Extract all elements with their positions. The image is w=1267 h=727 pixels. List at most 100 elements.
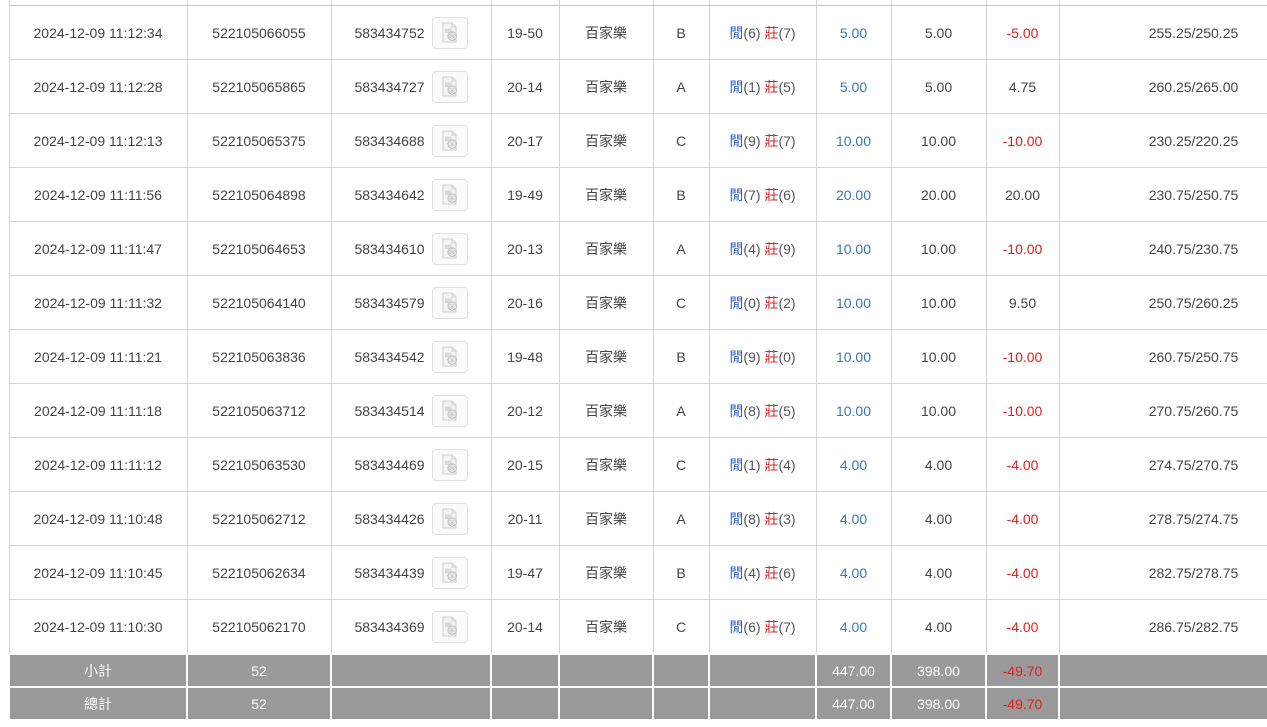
balance-before-after: 286.75/282.75	[1058, 599, 1267, 655]
subtotal-valid-amount: 398.00	[890, 653, 987, 688]
game-result: 閒(8) 莊(3)	[708, 491, 817, 546]
table-code: C	[652, 437, 710, 492]
round-id: 583434542	[354, 348, 425, 365]
game-type: 百家樂	[558, 221, 654, 276]
video-replay-button[interactable]	[431, 340, 468, 373]
game-result: 閒(0) 莊(2)	[708, 275, 817, 330]
game-round: 20-14	[490, 599, 560, 655]
bet-id: 522105062170	[186, 599, 332, 655]
game-type: 百家樂	[558, 167, 654, 222]
win-loss: -10.00	[985, 221, 1060, 276]
video-replay-button[interactable]	[431, 502, 468, 535]
player-label: 閒	[729, 564, 744, 581]
banker-label: 莊	[764, 402, 779, 419]
valid-bet-amount: 4.00	[890, 491, 987, 546]
bet-amount-link[interactable]: 10.00	[815, 221, 892, 276]
valid-bet-amount: 4.00	[890, 545, 987, 600]
video-replay-button[interactable]	[431, 178, 468, 211]
balance-before-after: 255.25/250.25	[1058, 5, 1267, 60]
bet-id: 522105063836	[186, 329, 332, 384]
win-loss: -5.00	[985, 5, 1060, 60]
bet-amount-link[interactable]: 5.00	[815, 5, 892, 60]
video-replay-button[interactable]	[431, 16, 468, 49]
bet-amount-link[interactable]: 4.00	[815, 437, 892, 492]
round-id: 583434688	[354, 132, 425, 149]
bet-amount-link[interactable]: 4.00	[815, 545, 892, 600]
game-round: 20-16	[490, 275, 560, 330]
banker-points: (5)	[778, 78, 796, 95]
bet-amount-link[interactable]: 4.00	[815, 491, 892, 546]
video-replay-button[interactable]	[431, 286, 468, 319]
round-id-cell: 583434542	[330, 329, 492, 384]
player-points: (9)	[743, 348, 761, 365]
video-replay-button[interactable]	[431, 232, 468, 265]
bet-time: 2024-12-09 11:11:56	[8, 167, 188, 222]
game-round: 20-11	[490, 491, 560, 546]
bet-amount-link[interactable]: 20.00	[815, 167, 892, 222]
bet-amount-link[interactable]: 10.00	[815, 275, 892, 330]
subtotal-label: 小計	[8, 653, 188, 688]
game-round: 20-15	[490, 437, 560, 492]
round-id-cell: 583434369	[330, 599, 492, 655]
player-label: 閒	[729, 294, 744, 311]
bet-id: 522105064898	[186, 167, 332, 222]
video-replay-button[interactable]	[431, 70, 468, 103]
video-file-icon	[442, 562, 458, 583]
valid-bet-amount: 20.00	[890, 167, 987, 222]
video-replay-button[interactable]	[431, 556, 468, 589]
banker-points: (4)	[778, 456, 796, 473]
video-replay-button[interactable]	[431, 394, 468, 427]
table-code: B	[652, 167, 710, 222]
banker-label: 莊	[764, 186, 779, 203]
video-file-icon	[442, 238, 458, 259]
video-file-icon	[442, 616, 458, 637]
banker-label: 莊	[764, 348, 779, 365]
bet-record-row: 2024-12-09 11:12:34 522105066055 5834347…	[8, 5, 1267, 60]
win-loss: -4.00	[985, 437, 1060, 492]
bet-amount-link[interactable]: 10.00	[815, 329, 892, 384]
banker-label: 莊	[764, 240, 779, 257]
balance-before-after: 230.25/220.25	[1058, 113, 1267, 168]
round-id: 583434469	[354, 456, 425, 473]
game-result: 閒(9) 莊(7)	[708, 113, 817, 168]
banker-label: 莊	[764, 510, 779, 527]
game-result: 閒(1) 莊(5)	[708, 59, 817, 114]
game-type: 百家樂	[558, 545, 654, 600]
game-round: 19-49	[490, 167, 560, 222]
video-replay-button[interactable]	[431, 124, 468, 157]
video-replay-button[interactable]	[431, 610, 468, 643]
bet-amount-link[interactable]: 5.00	[815, 59, 892, 114]
table-code: C	[652, 599, 710, 655]
bet-time: 2024-12-09 11:10:48	[8, 491, 188, 546]
table-code: A	[652, 383, 710, 438]
bet-record-row: 2024-12-09 11:11:12 522105063530 5834344…	[8, 437, 1267, 492]
summary-row-total: 總計 52 447.00 398.00 -49.70	[8, 686, 1267, 721]
player-points: (0)	[743, 294, 761, 311]
player-points: (6)	[743, 24, 761, 41]
bet-time: 2024-12-09 11:10:45	[8, 545, 188, 600]
win-loss: -4.00	[985, 599, 1060, 655]
game-result: 閒(7) 莊(6)	[708, 167, 817, 222]
valid-bet-amount: 5.00	[890, 5, 987, 60]
bet-amount-link[interactable]: 10.00	[815, 383, 892, 438]
game-round: 20-14	[490, 59, 560, 114]
video-file-icon	[442, 454, 458, 475]
game-result: 閒(9) 莊(0)	[708, 329, 817, 384]
bet-amount-link[interactable]: 10.00	[815, 113, 892, 168]
win-loss: -10.00	[985, 383, 1060, 438]
bet-time: 2024-12-09 11:11:18	[8, 383, 188, 438]
bet-record-row: 2024-12-09 11:10:30 522105062170 5834343…	[8, 599, 1267, 655]
banker-label: 莊	[764, 456, 779, 473]
banker-points: (2)	[778, 294, 796, 311]
game-type: 百家樂	[558, 329, 654, 384]
win-loss: 9.50	[985, 275, 1060, 330]
summary-row-subtotal: 小計 52 447.00 398.00 -49.70	[8, 653, 1267, 688]
balance-before-after: 260.25/265.00	[1058, 59, 1267, 114]
bet-amount-link[interactable]: 4.00	[815, 599, 892, 655]
game-result: 閒(6) 莊(7)	[708, 5, 817, 60]
bet-record-row: 2024-12-09 11:10:45 522105062634 5834344…	[8, 545, 1267, 600]
valid-bet-amount: 5.00	[890, 59, 987, 114]
balance-before-after: 278.75/274.75	[1058, 491, 1267, 546]
player-label: 閒	[729, 402, 744, 419]
video-replay-button[interactable]	[431, 448, 468, 481]
